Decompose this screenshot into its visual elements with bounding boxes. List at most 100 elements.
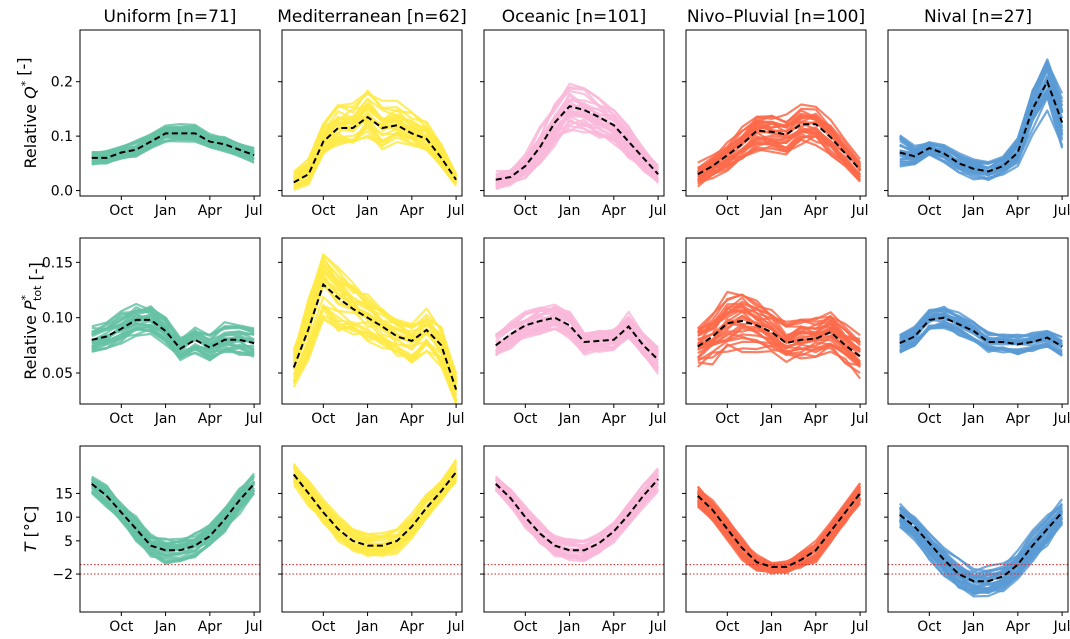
x-tick-label: Jul: [245, 203, 263, 219]
panel-r0-c1: Oct Jan Apr Jul: [278, 29, 465, 219]
panel-frame: [281, 237, 463, 405]
ensemble-line: [494, 488, 659, 562]
ensemble-line: [91, 490, 255, 561]
ensemble-line: [898, 519, 1063, 596]
panel-r1-c3: Oct Jan Apr Jul: [682, 237, 869, 427]
ensemble-line: [697, 307, 861, 343]
x-tick-label: Jul: [851, 619, 869, 635]
ensemble-line: [697, 103, 861, 164]
x-tick-label: Jan: [962, 203, 985, 219]
panel-frame: [281, 445, 463, 613]
y-tick-label: 0.0: [51, 184, 73, 200]
x-tick-label: Jan: [356, 203, 379, 219]
ensemble-line: [697, 310, 861, 357]
x-tick-label: Jan: [962, 411, 985, 427]
x-tick-label: Jul: [245, 411, 263, 427]
y-tick-label: 10: [55, 510, 73, 526]
x-tick-label: Oct: [715, 411, 740, 427]
panel-frame: [483, 445, 665, 613]
panel-r1-c1: Oct Jan Apr Jul: [278, 237, 465, 427]
panel-r1-c0: Oct Jan Apr Jul 0.05 0.10 0.15: [42, 237, 263, 427]
y-tick-label: 0.05: [42, 366, 73, 382]
panel-frame: [281, 29, 463, 197]
row-label-2: T [°C]: [21, 506, 40, 553]
median-line: [91, 132, 255, 159]
column-title-1: Mediterranean [n=62]: [277, 7, 467, 27]
x-tick-label: Jan: [558, 411, 581, 427]
y-tick-label: 0.2: [51, 75, 73, 91]
x-tick-label: Apr: [804, 203, 828, 219]
x-tick-label: Apr: [1006, 619, 1030, 635]
x-tick-label: Jul: [851, 203, 869, 219]
x-tick-label: Jan: [558, 619, 581, 635]
svg-text:Relative Q* [-]: Relative Q* [-]: [14, 57, 40, 168]
x-tick-label: Jul: [851, 411, 869, 427]
x-tick-label: Jul: [1053, 619, 1070, 635]
x-tick-label: Jul: [1053, 411, 1070, 427]
panel-r2-c1: Oct Jan Apr Jul: [278, 445, 465, 635]
ensemble-line: [91, 122, 255, 154]
ensemble-line: [91, 307, 255, 345]
ensemble-line: [696, 502, 861, 574]
panel-r1-c4: Oct Jan Apr Jul: [884, 237, 1070, 427]
ensemble-line: [292, 474, 458, 551]
ensemble-line: [899, 305, 1063, 343]
ensemble-line: [697, 344, 861, 374]
panel-r0-c2: Oct Jan Apr Jul: [480, 29, 667, 219]
ensemble-line: [899, 503, 1063, 578]
panel-r0-c3: Oct Jan Apr Jul: [682, 29, 869, 219]
panel-r2-c0: Oct Jan Apr Jul −2 5 10 15: [52, 445, 263, 635]
ensemble-line: [293, 103, 458, 182]
y-tick-label: 15: [55, 486, 73, 502]
median-line: [697, 492, 861, 568]
svg-text:T [°C]: T [°C]: [21, 506, 40, 553]
ensemble-line: [292, 461, 458, 542]
ensemble-line: [697, 325, 861, 367]
ensemble-line: [494, 489, 659, 563]
panel-frame: [79, 237, 261, 405]
column-title-2: Oceanic [n=101]: [502, 7, 647, 27]
ensemble-line: [697, 135, 861, 188]
x-tick-label: Apr: [400, 411, 424, 427]
ensemble-line: [495, 108, 659, 183]
column-title-3: Nivo–Pluvial [n=100]: [687, 7, 865, 27]
median-line: [292, 282, 458, 390]
x-tick-label: Oct: [311, 411, 336, 427]
x-tick-label: Oct: [513, 411, 538, 427]
ensemble-line: [495, 315, 659, 358]
x-tick-label: Oct: [917, 411, 942, 427]
x-tick-label: Jul: [447, 411, 465, 427]
panel-frame: [685, 445, 867, 613]
x-tick-label: Apr: [198, 411, 222, 427]
median-line: [899, 79, 1064, 173]
ensemble-line: [292, 477, 457, 558]
ensemble-line: [899, 322, 1063, 356]
ensemble-line: [91, 139, 255, 166]
ensemble-line: [91, 128, 255, 159]
ensemble-line: [292, 304, 458, 401]
x-tick-label: Apr: [804, 619, 828, 635]
median-line: [91, 318, 255, 350]
x-tick-label: Apr: [1006, 203, 1030, 219]
ensemble-line: [495, 468, 659, 544]
ensemble-line: [697, 130, 861, 182]
ensemble-line: [292, 265, 458, 380]
panel-frame: [79, 29, 261, 197]
y-tick-label: 0.1: [51, 129, 73, 145]
x-tick-label: Apr: [400, 203, 424, 219]
ensemble-line: [495, 328, 659, 375]
x-tick-label: Oct: [109, 619, 134, 635]
median-line: [899, 511, 1063, 583]
x-tick-label: Jul: [245, 619, 263, 635]
ensemble-line: [697, 126, 861, 182]
x-tick-label: Apr: [602, 203, 626, 219]
x-tick-label: Jan: [760, 619, 783, 635]
panel-frame: [483, 237, 665, 405]
x-tick-label: Jul: [649, 411, 667, 427]
x-tick-label: Jan: [356, 619, 379, 635]
x-tick-label: Apr: [198, 619, 222, 635]
x-tick-label: Oct: [917, 203, 942, 219]
ensemble-line: [899, 59, 1064, 165]
x-tick-label: Jul: [447, 619, 465, 635]
x-tick-label: Jan: [154, 619, 177, 635]
